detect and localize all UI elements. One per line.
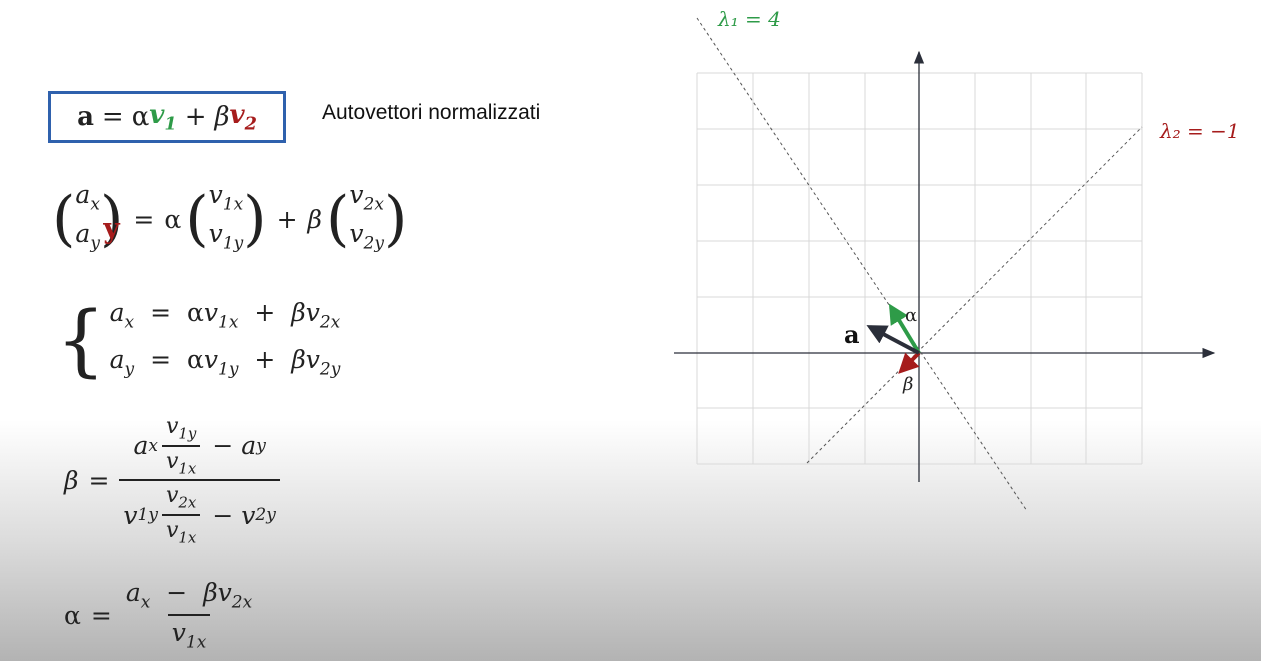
equals-sign: = [101, 102, 124, 132]
system-line-2: ay = αv1y + βv2y [109, 345, 341, 380]
beta-symbol: β [214, 102, 230, 132]
vector-v2: v2 [229, 99, 257, 135]
alpha-formula: α = ax − βv2x v1x [64, 578, 253, 653]
vector-beta-arrow [898, 351, 921, 374]
lambda1-label: λ₁ = 4 [717, 7, 781, 31]
vector-a-arrow [866, 325, 920, 355]
eigenline-lambda2 [806, 126, 1143, 464]
column-v2: v2x v2y [349, 179, 384, 254]
vector-a: a [77, 102, 94, 132]
caption-normalized-eigenvectors: Autovettori normalizzati [322, 101, 541, 124]
column-v1: v1x v1y [208, 179, 244, 254]
vector-alpha-arrow [888, 303, 921, 355]
alpha-label: α [905, 305, 917, 326]
equation-system: { ax = αv1x + βv2x ay = αv1y + βv2y [56, 294, 340, 389]
vector-a-label: a [844, 320, 860, 349]
y-overlay-mark: y [103, 211, 120, 245]
lambda2-label: λ₂ = −1 [1159, 119, 1240, 143]
system-line-1: ax = αv1x + βv2x [109, 298, 341, 333]
beta-label: β [902, 374, 913, 395]
boxed-equation: a = α v1 + β v2 [48, 91, 286, 143]
plus-sign: + [184, 102, 207, 132]
vector-equation: ( ax ay y ) = α ( v1x v1y ) + β ( v2x v2… [52, 180, 407, 254]
alpha-symbol: α [131, 102, 150, 132]
column-a: ax ay y [75, 179, 120, 254]
eigenline-lambda1 [696, 17, 1028, 512]
vector-v1: v1 [149, 99, 177, 135]
